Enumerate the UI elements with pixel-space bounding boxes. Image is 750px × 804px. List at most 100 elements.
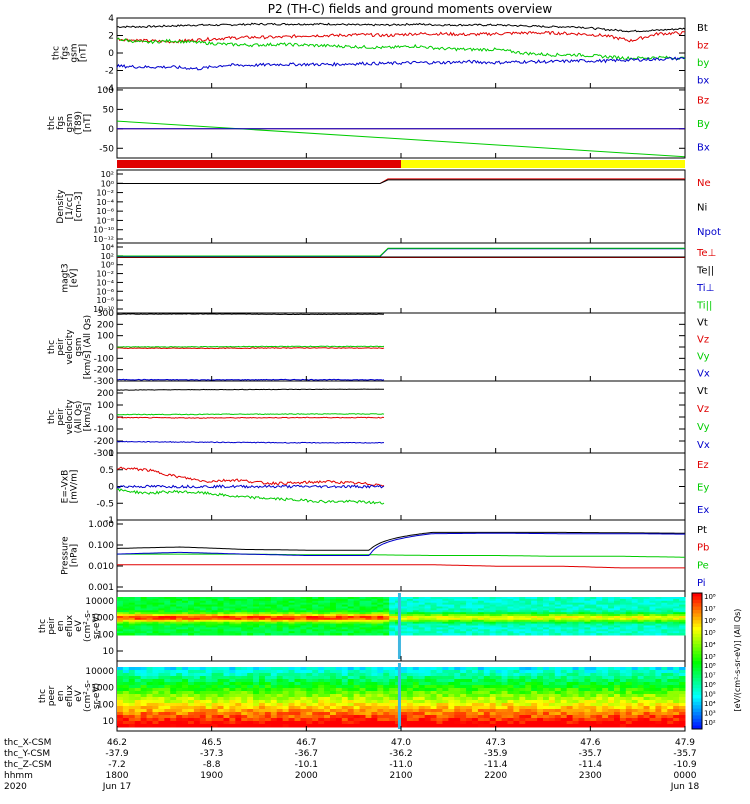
heatmap-cell	[412, 616, 420, 619]
heatmap-cell	[312, 625, 319, 628]
heatmap-cell	[454, 670, 461, 674]
heatmap-cell	[253, 627, 260, 630]
colorbar-tick-label: 10⁸	[704, 593, 716, 601]
heatmap-cell	[158, 682, 165, 686]
heatmap-cell	[176, 670, 183, 674]
heatmap-cell	[543, 633, 550, 636]
heatmap-cell	[134, 724, 142, 728]
heatmap-cell	[513, 703, 520, 707]
heatmap-cell	[483, 619, 491, 623]
heatmap-cell	[217, 685, 224, 689]
heatmap-cell	[673, 623, 680, 626]
heatmap-cell	[596, 597, 603, 600]
heatmap-cell	[341, 679, 349, 683]
heatmap-cell	[655, 679, 662, 683]
heatmap-cell	[477, 670, 485, 674]
heatmap-cell	[584, 679, 591, 683]
heatmap-cell	[418, 629, 426, 632]
heatmap-cell	[466, 619, 473, 623]
heatmap-cell	[406, 694, 414, 698]
y-tick-label: 10⁴	[101, 243, 114, 252]
heatmap-cell	[495, 602, 503, 606]
heatmap-cell	[229, 616, 236, 619]
heatmap-cell	[140, 619, 148, 623]
heatmap-cell	[566, 691, 574, 695]
heatmap-cell	[548, 700, 556, 704]
heatmap-cell	[182, 706, 189, 710]
heatmap-cell	[217, 604, 224, 607]
heatmap-cell	[495, 682, 503, 686]
heatmap-cell	[341, 617, 349, 621]
heatmap-cell	[270, 604, 278, 607]
heatmap-cell	[513, 608, 520, 611]
heatmap-cell	[306, 697, 313, 701]
heatmap-cell	[253, 617, 260, 621]
heatmap-cell	[259, 700, 266, 704]
heatmap-cell	[288, 631, 295, 634]
heatmap-cell	[554, 621, 562, 625]
heatmap-cell	[584, 631, 591, 634]
heatmap-cell	[158, 616, 165, 619]
heatmap-cell	[578, 633, 585, 636]
heatmap-cell	[223, 712, 230, 716]
heatmap-cell	[140, 629, 148, 632]
heatmap-cell	[560, 718, 568, 722]
heatmap-cell	[229, 718, 236, 722]
heatmap-cell	[643, 604, 650, 607]
heatmap-cell	[436, 621, 443, 625]
heatmap-cell	[667, 724, 674, 728]
heatmap-cell	[359, 614, 366, 617]
heatmap-cell	[324, 721, 331, 725]
heatmap-cell	[406, 629, 414, 632]
heatmap-cell	[211, 694, 219, 698]
heatmap-cell	[170, 670, 177, 674]
heatmap-cell	[371, 721, 378, 725]
heatmap-cell	[637, 682, 645, 686]
heatmap-cell	[418, 706, 426, 710]
heatmap-cell	[442, 633, 449, 636]
heatmap-cell	[235, 676, 242, 680]
heatmap-cell	[300, 633, 307, 636]
heatmap-cell	[164, 685, 171, 689]
heatmap-cell	[117, 619, 124, 623]
heatmap-cell	[525, 679, 532, 683]
heatmap-cell	[223, 604, 230, 607]
heatmap-cell	[300, 712, 307, 716]
heatmap-cell	[424, 602, 432, 606]
heatmap-cell	[324, 633, 331, 636]
heatmap-cell	[152, 621, 159, 625]
legend-entry: Ey	[697, 483, 709, 494]
heatmap-cell	[353, 688, 361, 692]
heatmap-cell	[436, 685, 443, 689]
heatmap-cell	[401, 602, 408, 606]
heatmap-cell	[501, 600, 508, 604]
heatmap-cell	[679, 631, 686, 634]
heatmap-cell	[134, 608, 142, 611]
heatmap-cell	[560, 682, 568, 686]
heatmap-cell	[122, 709, 130, 713]
heatmap-cell	[501, 608, 508, 611]
heatmap-cell	[472, 682, 479, 686]
heatmap-cell	[193, 633, 201, 636]
heatmap-cell	[495, 604, 503, 607]
heatmap-cell	[347, 623, 355, 626]
heatmap-cell	[324, 631, 331, 634]
heatmap-cell	[259, 610, 266, 613]
heatmap-cell	[454, 633, 461, 636]
heatmap-cell	[572, 598, 579, 602]
heatmap-cell	[460, 694, 467, 698]
heatmap-cell	[259, 631, 266, 634]
heatmap-cell	[229, 617, 236, 621]
heatmap-cell	[223, 721, 230, 725]
heatmap-cell	[401, 667, 408, 671]
heatmap-cell	[282, 612, 290, 615]
heatmap-cell	[631, 676, 639, 680]
heatmap-cell	[164, 724, 171, 728]
heatmap-cell	[152, 612, 159, 615]
ylabel-line: velocity	[65, 399, 75, 435]
heatmap-cell	[608, 625, 615, 628]
heatmap-cell	[531, 682, 538, 686]
heatmap-cell	[117, 623, 124, 626]
heatmap-cell	[259, 604, 266, 607]
heatmap-cell	[199, 633, 207, 636]
